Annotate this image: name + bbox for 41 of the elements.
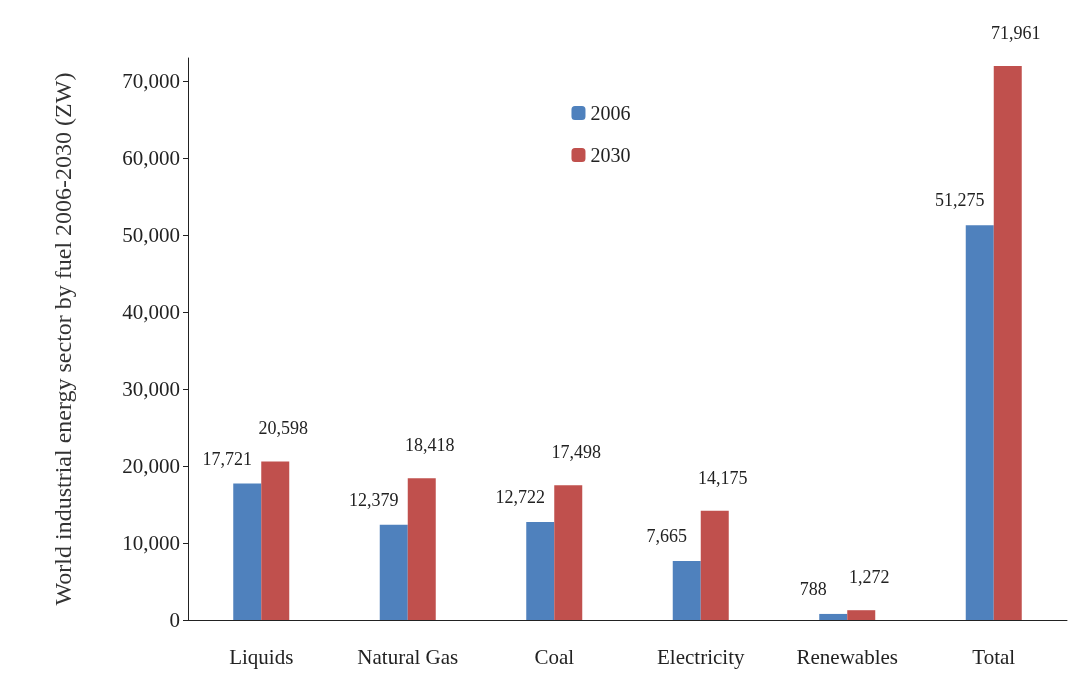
data-label: 17,721 [202, 448, 252, 469]
bar [819, 613, 848, 620]
x-tick-label: Total [972, 644, 1016, 669]
data-label: 12,722 [495, 487, 545, 508]
data-label: 14,175 [698, 467, 748, 488]
bar [554, 485, 583, 620]
x-tick-label: Electricity [657, 644, 745, 669]
legend-label: 2030 [590, 144, 631, 166]
y-tick-label: 20,000 [122, 454, 180, 479]
y-tick-label: 0 [169, 608, 180, 632]
bar [700, 510, 729, 620]
x-tick-label: Natural Gas [357, 644, 459, 669]
x-tick-label: Liquids [229, 644, 294, 669]
data-label: 7,665 [646, 525, 687, 546]
x-tick-label: Renewables [796, 644, 898, 669]
bar [672, 560, 701, 620]
bar [965, 225, 994, 620]
data-label: 1,272 [849, 567, 890, 588]
y-tick-label: 50,000 [122, 223, 180, 248]
bar [526, 522, 555, 620]
legend-label: 2006 [590, 102, 631, 124]
y-tick-label: 60,000 [122, 146, 180, 171]
data-label: 51,275 [935, 190, 985, 211]
data-label: 18,418 [405, 435, 455, 456]
data-label: 71,961 [991, 23, 1041, 43]
data-label: 12,379 [349, 489, 399, 510]
bar [261, 461, 290, 620]
bar [407, 478, 436, 620]
bar [993, 66, 1022, 620]
bar [847, 610, 876, 620]
y-tick-label: 70,000 [122, 69, 180, 94]
x-tick-label: Coal [534, 644, 575, 669]
y-tick-label: 40,000 [122, 300, 180, 325]
data-label: 17,498 [551, 442, 601, 463]
y-tick-label: 30,000 [122, 377, 180, 402]
bar [379, 524, 408, 620]
y-axis-title: World industrial energy sector by fuel 2006-2030 (ZW) [50, 72, 76, 606]
data-label: 788 [799, 578, 827, 599]
bar [233, 483, 262, 620]
data-label: 20,598 [258, 418, 308, 439]
y-tick-label: 10,000 [122, 531, 180, 556]
